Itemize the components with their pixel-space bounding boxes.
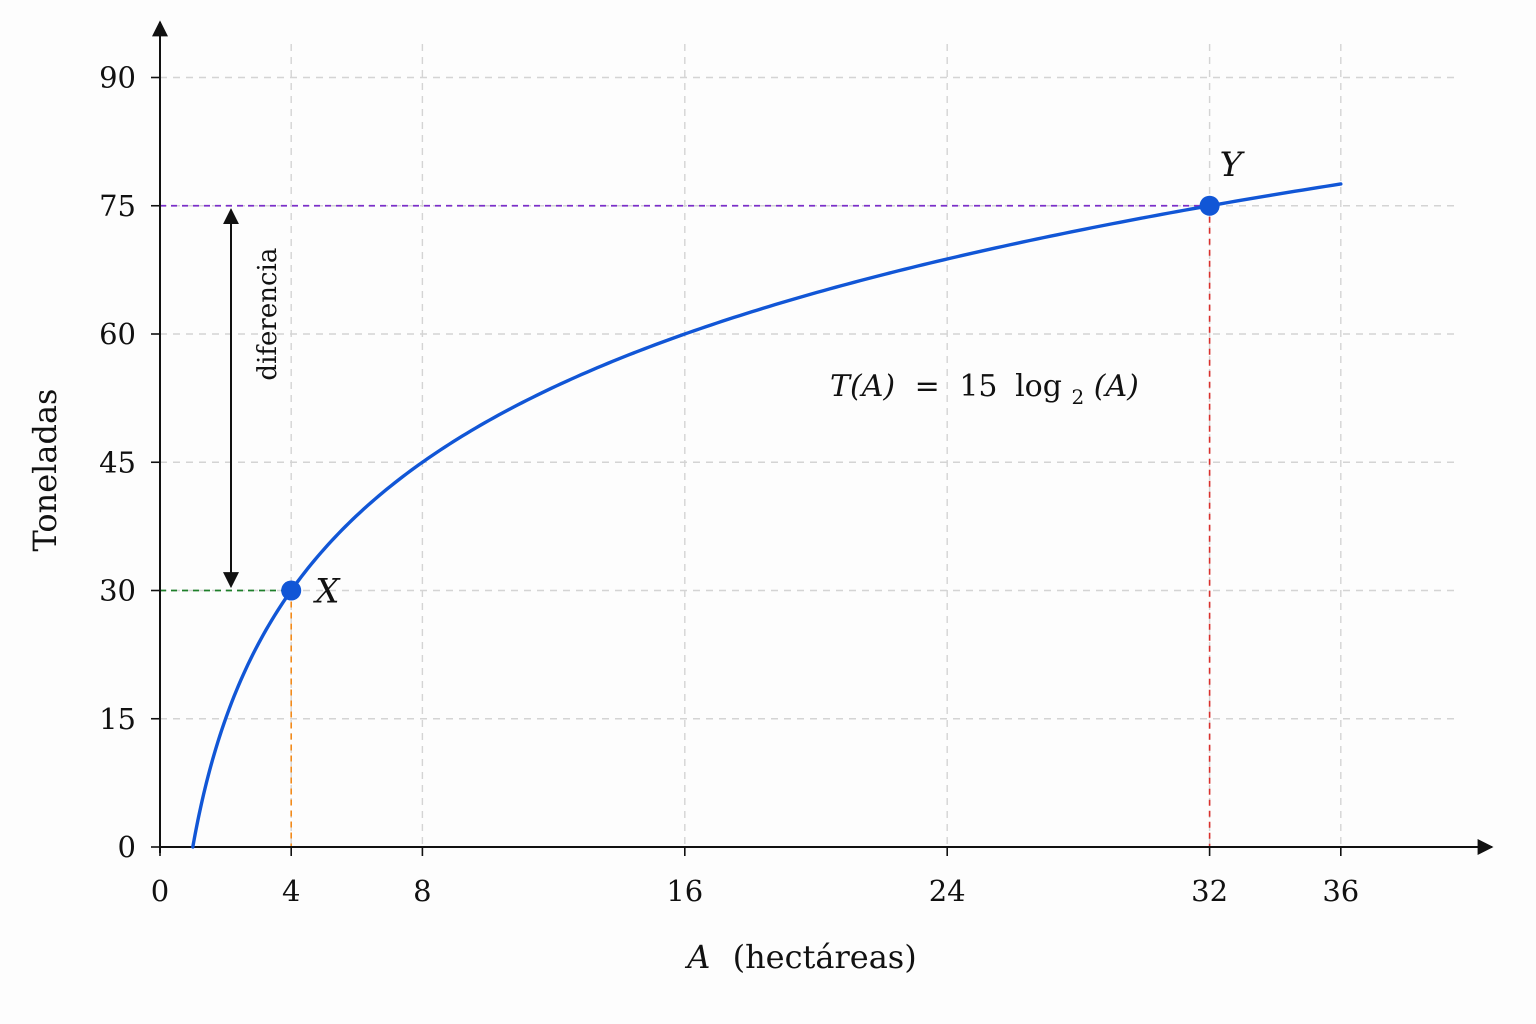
curve-layer: [191, 182, 1343, 849]
y-tick-label-45: 45: [99, 445, 136, 479]
x-tick-label-36: 36: [1322, 874, 1359, 908]
y-tick-label-15: 15: [99, 702, 136, 736]
annotation-layer: diferencia: [223, 208, 283, 589]
formula-equals: =: [915, 369, 940, 404]
y-axis-label: Toneladas: [26, 389, 64, 552]
formula-label: T(A) = 15 log 2 (A): [830, 369, 1139, 412]
x-tick-label-24: 24: [929, 874, 966, 908]
axes: 0 4 8 16 24 32 36 0 15 30 45 60 75 90: [99, 20, 1494, 908]
point-x: [281, 580, 302, 601]
x-tick-label-8: 8: [413, 874, 431, 908]
y-tick-label-0: 0: [118, 830, 136, 864]
x-axis-label-unit: (hectáreas): [733, 938, 917, 976]
difference-label: diferencia: [253, 248, 283, 381]
x-tick-label-32: 32: [1191, 874, 1228, 908]
formula-arg: (A): [1094, 369, 1139, 404]
x-tick-label-4: 4: [282, 874, 300, 908]
curve-t-of-a: [191, 182, 1343, 849]
formula-base: 2: [1071, 385, 1084, 409]
x-axis-label: A (hectáreas): [684, 938, 916, 976]
points-layer: XY: [281, 145, 1246, 612]
point-label-x: X: [312, 572, 341, 612]
y-tick-label-75: 75: [99, 189, 136, 223]
formula-coef: 15: [959, 369, 997, 404]
y-tick-label-30: 30: [99, 574, 136, 608]
x-axis-label-var: A: [684, 938, 710, 976]
grid: [160, 44, 1456, 847]
formula-fn: log: [1015, 369, 1062, 404]
y-tick-label-60: 60: [99, 317, 136, 351]
x-tick-label-16: 16: [666, 874, 703, 908]
label-layer: Toneladas A (hectáreas) T(A) = 15 log 2 …: [26, 369, 1139, 976]
point-y: [1199, 195, 1220, 216]
y-tick-label-90: 90: [99, 61, 136, 95]
point-label-y: Y: [1220, 145, 1246, 185]
formula-lhs: T(A): [830, 369, 895, 404]
x-tick-label-0: 0: [151, 874, 169, 908]
guide-lines: [160, 204, 1211, 847]
